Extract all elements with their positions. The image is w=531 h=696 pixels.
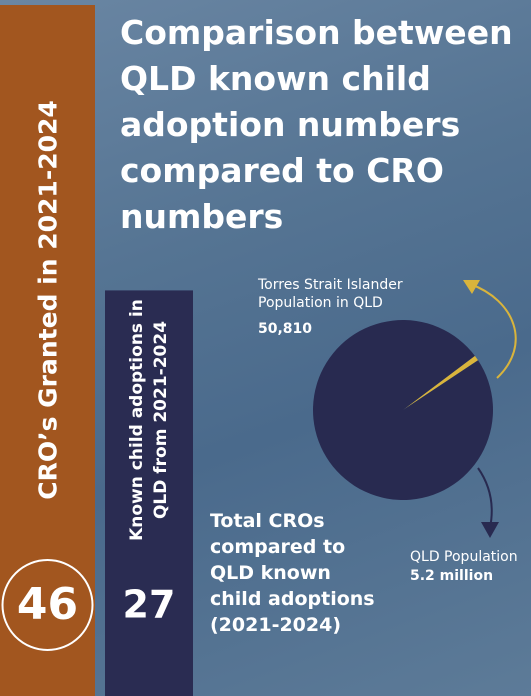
pie-label: QLD Population — [410, 548, 518, 566]
annotation: Total CROs compared to QLD known child a… — [210, 508, 375, 638]
pie-value-label: 5.2 million — [410, 568, 493, 584]
pie-slice — [313, 320, 493, 500]
arrow — [478, 468, 492, 528]
arrowhead — [481, 522, 499, 538]
chart-title: Comparison between QLD known child adopt… — [120, 10, 531, 240]
value-label: 46 — [17, 579, 78, 630]
pie-value-label: 50,810 — [258, 321, 312, 337]
pie-label: Torres Strait Islander Population in QLD — [258, 276, 438, 312]
page: 46 27 Comparison between QLD known child … — [0, 0, 531, 696]
category-label: CRO’s Granted in 2021-2024 — [33, 40, 62, 560]
category-label: Known child adoptions in QLD from 2021-2… — [125, 285, 173, 555]
value-label: 27 — [123, 583, 176, 627]
